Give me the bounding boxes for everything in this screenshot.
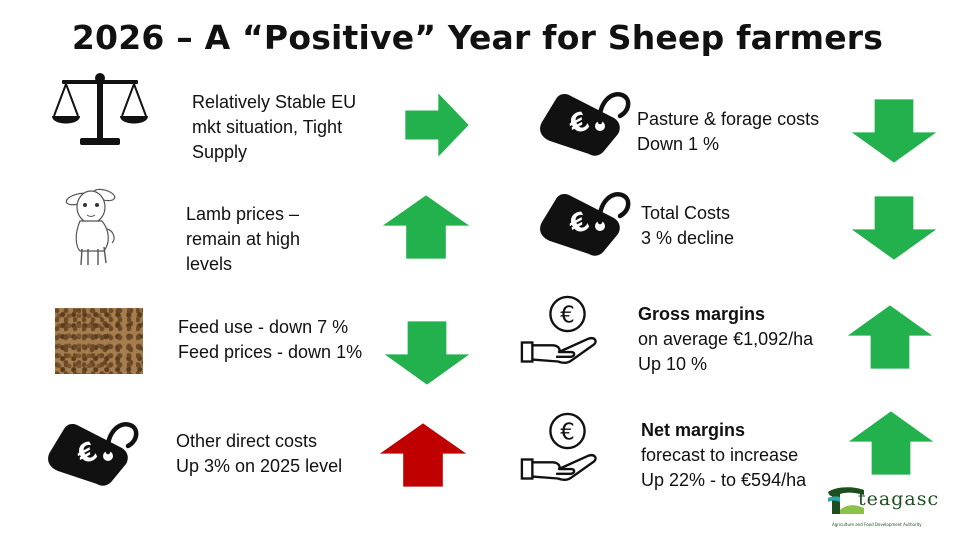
- teagasc-logo: teagasc Agriculture and Food Development…: [826, 482, 940, 530]
- market-text: Relatively Stable EU mkt situation, Tigh…: [192, 92, 357, 162]
- arrow-up-red-icon: [379, 423, 467, 487]
- feed-text: Feed use - down 7 % Feed prices - down 1…: [178, 317, 363, 362]
- lamb-prices-text: Lamb prices – remain at high levels: [186, 204, 301, 274]
- arrow-up-icon: [382, 195, 470, 259]
- euro-hand-icon: [520, 412, 597, 482]
- euro-hand-icon: [520, 295, 597, 365]
- page-title: 2026 – A “Positive” Year for Sheep farme…: [71, 18, 884, 57]
- arrow-up-icon: [848, 411, 934, 475]
- gross-margins-text: Gross margins on average €1,092/ha Up 10…: [638, 304, 814, 374]
- arrow-up-icon: [847, 305, 933, 369]
- pasture-text: Pasture & forage costs Down 1 %: [637, 109, 820, 154]
- total-costs-text: Total Costs 3 % decline: [641, 203, 735, 248]
- other-costs-text: Other direct costs Up 3% on 2025 level: [176, 431, 343, 476]
- logo-swoosh-icon: [828, 487, 864, 514]
- arrow-down-icon: [384, 321, 470, 385]
- feed-pellets-image: [55, 308, 143, 374]
- scales-icon: [52, 73, 148, 145]
- euro-tag-icon: [532, 88, 632, 160]
- arrow-right-icon: [405, 93, 469, 157]
- lamb-icon: [65, 188, 116, 266]
- arrow-down-icon: [851, 99, 937, 163]
- euro-tag-icon: [532, 188, 632, 260]
- logo-tagline: Agriculture and Food Development Authori…: [832, 522, 922, 527]
- logo-wordmark: teagasc: [858, 488, 940, 510]
- arrow-down-icon: [851, 196, 937, 260]
- euro-tag-icon: [40, 418, 140, 490]
- net-margins-text: Net margins forecast to increase Up 22% …: [641, 420, 807, 490]
